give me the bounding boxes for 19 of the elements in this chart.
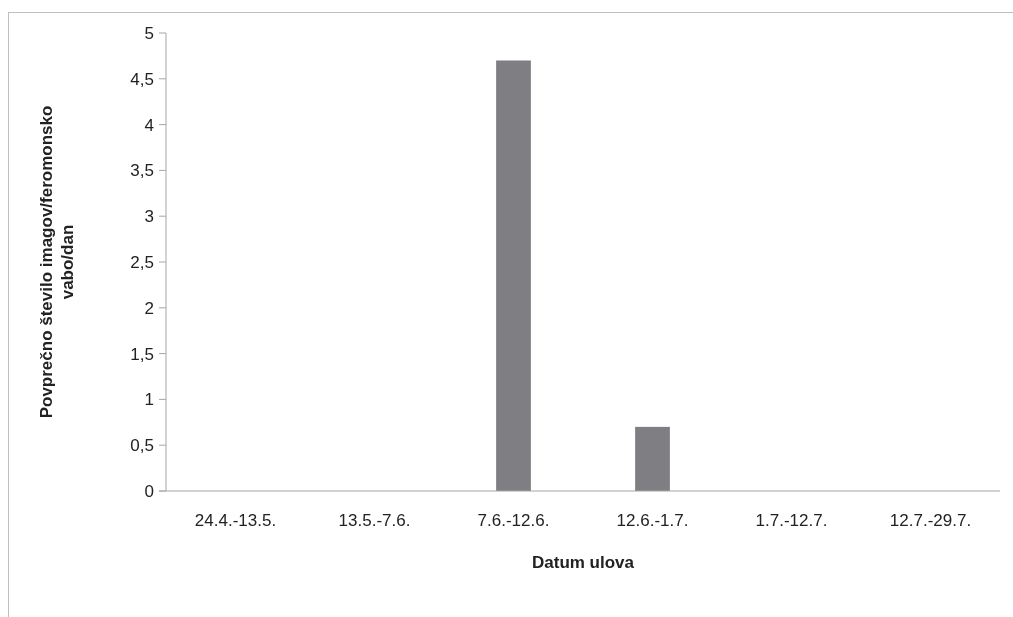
x-tick-label: 12.6.-1.7. — [616, 511, 689, 530]
x-tick-label: 12.7.-29.7. — [889, 511, 972, 530]
y-tick-label: 0,5 — [130, 436, 154, 456]
x-tick-label: 7.6.-12.6. — [477, 511, 550, 530]
y-tick-label: 1 — [144, 390, 154, 410]
y-tick-label: 2 — [144, 298, 154, 318]
y-tick-label: 3 — [144, 207, 154, 227]
x-tick-label: 24.4.-13.5. — [194, 511, 277, 530]
y-tick-label: 3,5 — [130, 161, 154, 181]
y-tick-label: 4,5 — [130, 69, 154, 89]
x-axis-title: Datum ulova — [531, 553, 635, 572]
x-tick-label: 13.5.-7.6. — [338, 511, 411, 530]
y-tick-label: 5 — [144, 23, 154, 43]
y-tick-label: 0 — [144, 481, 154, 501]
y-tick-label: 2,5 — [130, 252, 154, 272]
y-tick-label: 4 — [144, 115, 154, 135]
y-tick-label: 1,5 — [130, 344, 154, 364]
x-tick-label: 1.7.-12.7. — [755, 511, 828, 530]
y-axis-title: Povprečno število imagov/feromonsko vabo/dan — [37, 105, 78, 419]
